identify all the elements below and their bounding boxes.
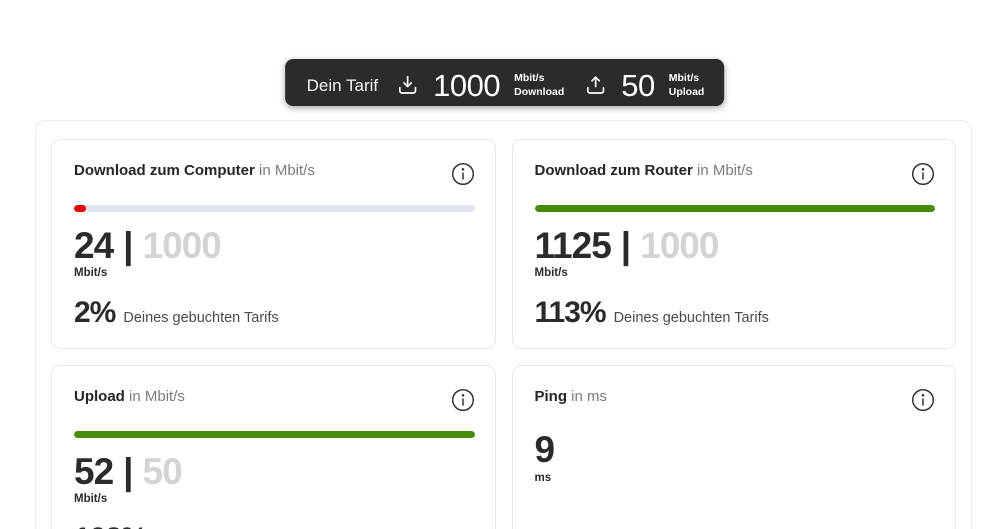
upload-icon — [583, 73, 608, 98]
value-unit: ms — [534, 472, 552, 484]
results-panel: Download zum Computer in Mbit/s 24 | 1000 … — [35, 120, 972, 529]
measured-value: 52 | 50 — [74, 451, 183, 492]
card-title: Download zum Computer in Mbit/s — [74, 162, 315, 179]
card-title: Download zum Router in Mbit/s — [534, 162, 753, 179]
measured-value: 24 | 1000 — [74, 225, 222, 266]
card-download-router: Download zum Router in Mbit/s 1125 | 1000 … — [511, 139, 956, 349]
download-icon — [395, 73, 420, 98]
tariff-label: Dein Tarif — [306, 75, 379, 95]
tariff-download-unit: Mbit/s Download — [514, 72, 565, 98]
measured-value: 9 — [534, 429, 556, 470]
value-unit: Mbit/s — [534, 267, 568, 279]
card-download-computer: Download zum Computer in Mbit/s 24 | 1000 … — [51, 139, 496, 349]
results-grid: Download zum Computer in Mbit/s 24 | 1000 … — [51, 139, 956, 529]
tariff-upload-value: 50 — [621, 67, 655, 103]
info-icon[interactable] — [451, 388, 475, 412]
card-ping: Ping in ms 9 ms — [511, 365, 956, 529]
tariff-upload-unit: Mbit/s Upload — [668, 72, 705, 98]
percent-of-tariff: 103% Deines gebuchten Tarifs — [74, 522, 475, 529]
percent-of-tariff: 113% Deines gebuchten Tarifs — [534, 296, 769, 329]
value-unit: Mbit/s — [74, 493, 108, 505]
card-title: Upload in Mbit/s — [74, 388, 185, 405]
measured-value: 1125 | 1000 — [534, 225, 720, 266]
progress-bar — [74, 431, 475, 438]
progress-bar — [74, 205, 475, 212]
progress-bar — [534, 205, 935, 212]
info-icon[interactable] — [911, 388, 935, 412]
info-icon[interactable] — [911, 162, 935, 186]
info-icon[interactable] — [451, 162, 475, 186]
tariff-download-value: 1000 — [433, 67, 501, 103]
card-upload: Upload in Mbit/s 52|50 Mbit/s 103% Deine… — [51, 365, 496, 529]
percent-of-tariff: 2% Deines gebuchten Tarifs — [74, 296, 279, 329]
tariff-summary-bar: Dein Tarif 1000 Mbit/s Download 50 Mbit/… — [284, 59, 725, 106]
value-unit: Mbit/s — [74, 267, 108, 279]
card-title: Ping in ms — [534, 388, 608, 405]
